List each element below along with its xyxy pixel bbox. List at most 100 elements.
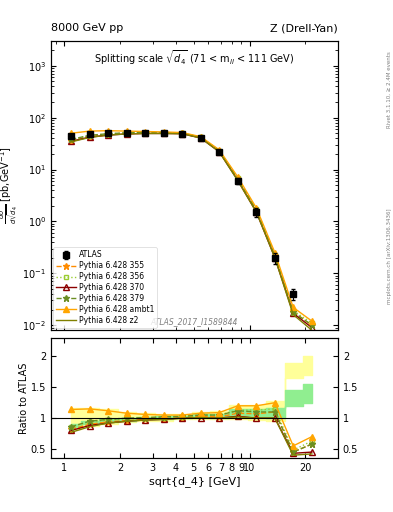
- Pythia 6.428 z2: [310, 327, 314, 333]
- Pythia 6.428 370: [198, 135, 203, 141]
- Pythia 6.428 z2: [87, 134, 92, 140]
- Pythia 6.428 356: [69, 136, 73, 142]
- Pythia 6.428 z2: [105, 132, 110, 138]
- Pythia 6.428 355: [180, 131, 185, 137]
- Y-axis label: Ratio to ATLAS: Ratio to ATLAS: [20, 362, 29, 434]
- Pythia 6.428 355: [272, 252, 277, 259]
- Pythia 6.428 356: [217, 147, 222, 154]
- Pythia 6.428 356: [254, 206, 259, 212]
- Pythia 6.428 z2: [143, 131, 147, 137]
- Pythia 6.428 355: [198, 135, 203, 141]
- Line: Pythia 6.428 355: Pythia 6.428 355: [68, 130, 315, 328]
- Text: ATLAS_2017_I1589844: ATLAS_2017_I1589844: [151, 317, 238, 326]
- Pythia 6.428 370: [272, 254, 277, 261]
- Pythia 6.428 370: [143, 131, 147, 137]
- Pythia 6.428 z2: [161, 131, 166, 137]
- Pythia 6.428 ambt1: [235, 174, 240, 180]
- Pythia 6.428 379: [143, 130, 147, 136]
- Pythia 6.428 356: [198, 134, 203, 140]
- Pythia 6.428 355: [310, 322, 314, 328]
- Pythia 6.428 z2: [235, 178, 240, 184]
- Pythia 6.428 356: [87, 133, 92, 139]
- Pythia 6.428 ambt1: [217, 147, 222, 153]
- Pythia 6.428 z2: [124, 131, 129, 137]
- Pythia 6.428 355: [217, 148, 222, 154]
- Pythia 6.428 370: [291, 310, 296, 316]
- Line: Pythia 6.428 ambt1: Pythia 6.428 ambt1: [68, 128, 315, 324]
- Pythia 6.428 z2: [69, 139, 73, 145]
- Y-axis label: $\frac{d\sigma}{d\sqrt{d_4}}$ [pb,GeV$^{-1}$]: $\frac{d\sigma}{d\sqrt{d_4}}$ [pb,GeV$^{…: [0, 147, 21, 224]
- Pythia 6.428 z2: [180, 131, 185, 137]
- Pythia 6.428 z2: [254, 209, 259, 216]
- Line: Pythia 6.428 370: Pythia 6.428 370: [68, 131, 315, 330]
- Pythia 6.428 356: [143, 130, 147, 136]
- Pythia 6.428 370: [310, 325, 314, 331]
- Legend: ATLAS, Pythia 6.428 355, Pythia 6.428 356, Pythia 6.428 370, Pythia 6.428 379, P: ATLAS, Pythia 6.428 355, Pythia 6.428 35…: [53, 247, 157, 328]
- Pythia 6.428 355: [161, 130, 166, 136]
- Pythia 6.428 379: [310, 322, 314, 328]
- Pythia 6.428 355: [291, 309, 296, 315]
- Pythia 6.428 ambt1: [198, 134, 203, 140]
- Pythia 6.428 379: [124, 130, 129, 136]
- Pythia 6.428 ambt1: [161, 129, 166, 135]
- Pythia 6.428 370: [87, 134, 92, 140]
- Pythia 6.428 ambt1: [87, 128, 92, 134]
- Pythia 6.428 z2: [272, 254, 277, 261]
- Pythia 6.428 ambt1: [69, 130, 73, 136]
- Pythia 6.428 ambt1: [291, 304, 296, 310]
- Line: Pythia 6.428 z2: Pythia 6.428 z2: [71, 134, 312, 330]
- Pythia 6.428 370: [235, 177, 240, 183]
- Pythia 6.428 370: [124, 131, 129, 137]
- Pythia 6.428 379: [105, 131, 110, 137]
- Text: Z (Drell-Yan): Z (Drell-Yan): [270, 23, 338, 33]
- Pythia 6.428 379: [87, 132, 92, 138]
- Pythia 6.428 355: [254, 208, 259, 214]
- Pythia 6.428 356: [272, 251, 277, 258]
- Pythia 6.428 370: [180, 131, 185, 137]
- Pythia 6.428 370: [69, 138, 73, 144]
- Line: Pythia 6.428 356: Pythia 6.428 356: [69, 131, 314, 326]
- Pythia 6.428 379: [272, 252, 277, 259]
- Line: Pythia 6.428 379: Pythia 6.428 379: [68, 130, 315, 328]
- Pythia 6.428 379: [198, 134, 203, 140]
- Pythia 6.428 356: [161, 130, 166, 136]
- Pythia 6.428 370: [161, 131, 166, 137]
- Pythia 6.428 355: [105, 132, 110, 138]
- Pythia 6.428 370: [217, 148, 222, 155]
- Pythia 6.428 ambt1: [105, 127, 110, 134]
- Pythia 6.428 ambt1: [272, 249, 277, 255]
- Text: Splitting scale $\sqrt{d_4}$ (71 < m$_{ll}$ < 111 GeV): Splitting scale $\sqrt{d_4}$ (71 < m$_{l…: [94, 48, 295, 67]
- Text: Rivet 3.1.10, ≥ 2.4M events: Rivet 3.1.10, ≥ 2.4M events: [387, 51, 392, 128]
- Pythia 6.428 356: [235, 175, 240, 181]
- Pythia 6.428 356: [180, 130, 185, 136]
- Pythia 6.428 355: [143, 130, 147, 136]
- Pythia 6.428 z2: [217, 148, 222, 155]
- X-axis label: sqrt{d_4} [GeV]: sqrt{d_4} [GeV]: [149, 476, 240, 487]
- Pythia 6.428 356: [291, 308, 296, 314]
- Text: 8000 GeV pp: 8000 GeV pp: [51, 23, 123, 33]
- Pythia 6.428 379: [161, 130, 166, 136]
- Text: mcplots.cern.ch [arXiv:1306.3436]: mcplots.cern.ch [arXiv:1306.3436]: [387, 208, 392, 304]
- Pythia 6.428 ambt1: [143, 129, 147, 135]
- Pythia 6.428 355: [235, 176, 240, 182]
- Pythia 6.428 356: [124, 130, 129, 136]
- Pythia 6.428 379: [254, 207, 259, 213]
- Pythia 6.428 356: [310, 320, 314, 326]
- Pythia 6.428 ambt1: [124, 128, 129, 134]
- Pythia 6.428 ambt1: [310, 318, 314, 324]
- Pythia 6.428 356: [105, 131, 110, 137]
- Pythia 6.428 ambt1: [180, 130, 185, 136]
- Pythia 6.428 370: [254, 209, 259, 216]
- Pythia 6.428 355: [124, 131, 129, 137]
- Pythia 6.428 379: [235, 176, 240, 182]
- Pythia 6.428 355: [69, 138, 73, 144]
- Pythia 6.428 ambt1: [254, 205, 259, 211]
- Pythia 6.428 z2: [291, 311, 296, 317]
- Pythia 6.428 379: [217, 147, 222, 154]
- Pythia 6.428 355: [87, 134, 92, 140]
- Pythia 6.428 379: [69, 136, 73, 142]
- Pythia 6.428 379: [291, 309, 296, 315]
- Pythia 6.428 379: [180, 130, 185, 136]
- Pythia 6.428 z2: [198, 135, 203, 141]
- Pythia 6.428 370: [105, 132, 110, 138]
